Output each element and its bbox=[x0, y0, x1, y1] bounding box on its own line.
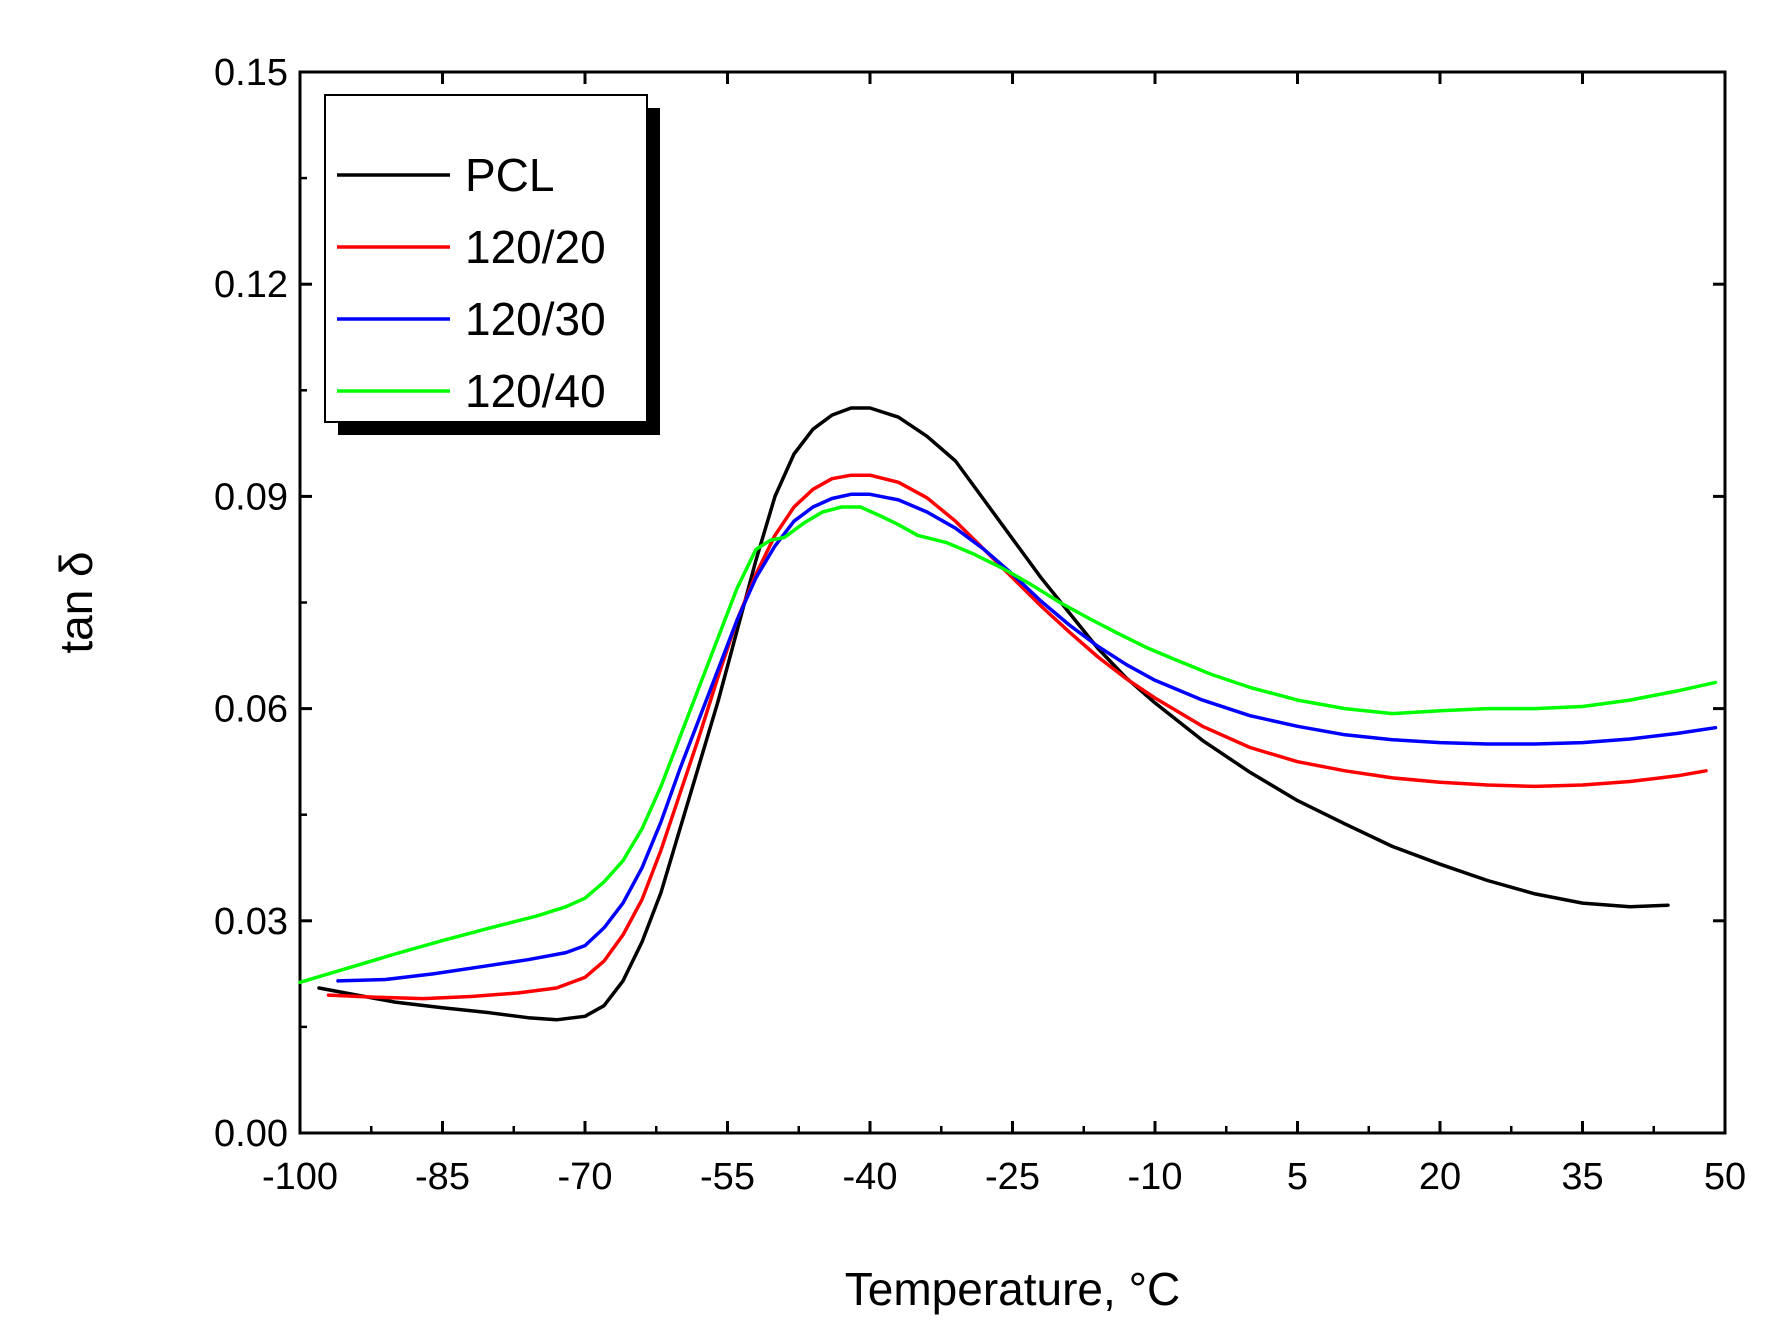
x-tick-label: -40 bbox=[843, 1156, 898, 1198]
series-line-120-20 bbox=[326, 473, 1708, 1001]
x-tick-label: 5 bbox=[1287, 1156, 1308, 1198]
y-tick-label: 0.12 bbox=[214, 264, 288, 306]
y-axis-title: tan δ bbox=[50, 551, 102, 653]
x-tick-label: -85 bbox=[415, 1156, 470, 1198]
legend: PCL 120/20 120/30 120/40 bbox=[324, 94, 660, 435]
x-axis-title: Temperature, °C bbox=[845, 1263, 1180, 1315]
y-tick-label: 0.00 bbox=[214, 1113, 288, 1155]
x-tick-label: 35 bbox=[1561, 1156, 1603, 1198]
legend-label: 120/20 bbox=[465, 221, 606, 273]
x-tick-label: -70 bbox=[558, 1156, 613, 1198]
x-tick-label: 20 bbox=[1419, 1156, 1461, 1198]
y-tick-label: 0.03 bbox=[214, 901, 288, 943]
series-line-120-40 bbox=[298, 505, 1718, 985]
axes-layer: -100 -85 -70 -55 -40 -25 -10 5 20 35 50 0.00 0.03 0.0… bbox=[214, 52, 1746, 1198]
y-tick-label: 0.06 bbox=[214, 689, 288, 731]
legend-label: PCL bbox=[465, 149, 554, 201]
x-tick-label: -10 bbox=[1128, 1156, 1183, 1198]
series-line-pcl bbox=[317, 406, 1670, 1022]
series-layer bbox=[298, 406, 1718, 1022]
legend-label: 120/30 bbox=[465, 293, 606, 345]
x-tick-label: -25 bbox=[985, 1156, 1040, 1198]
y-tick-label: 0.15 bbox=[214, 52, 288, 94]
x-tick-label: -55 bbox=[700, 1156, 755, 1198]
x-tick-label: 50 bbox=[1704, 1156, 1746, 1198]
legend-box bbox=[324, 94, 648, 423]
x-tick-label: -100 bbox=[262, 1156, 338, 1198]
series-line-120-30 bbox=[336, 492, 1718, 983]
legend-label: 120/40 bbox=[465, 365, 606, 417]
y-tick-label: 0.09 bbox=[214, 476, 288, 518]
